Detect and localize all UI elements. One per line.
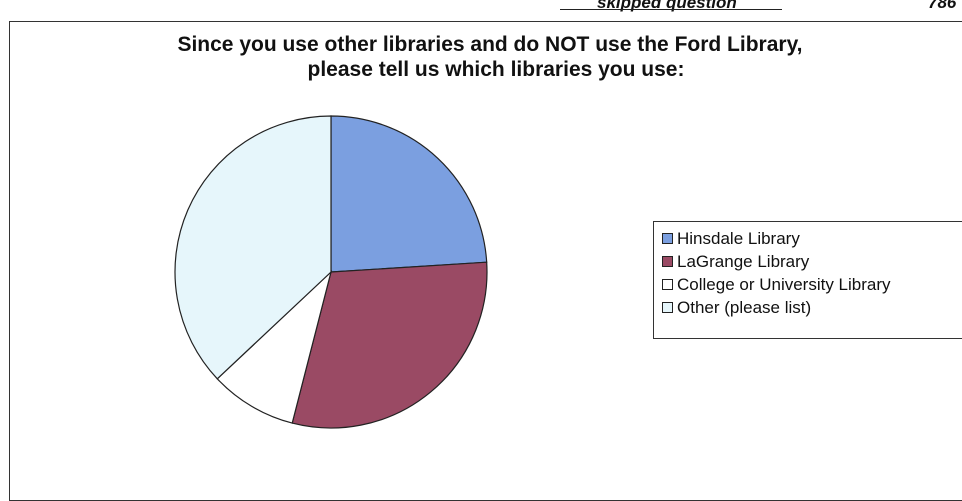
legend-item-college: College or University Library — [662, 273, 962, 296]
legend-item-lagrange: LaGrange Library — [662, 250, 962, 273]
legend-swatch-lagrange — [662, 256, 673, 267]
legend-swatch-hinsdale — [662, 233, 673, 244]
legend-label-other: Other (please list) — [677, 297, 812, 317]
chart-legend: Hinsdale Library LaGrange Library Colleg… — [653, 221, 962, 339]
legend-swatch-college — [662, 279, 673, 290]
pie-slice-other — [174, 115, 332, 380]
pie-slice-lagrange — [291, 261, 488, 429]
chart-title-line-1: Since you use other libraries and do NOT… — [177, 33, 803, 56]
legend-item-hinsdale: Hinsdale Library — [662, 227, 962, 250]
legend-swatch-other — [662, 302, 673, 313]
legend-label-hinsdale: Hinsdale Library — [677, 228, 800, 248]
legend-label-lagrange: LaGrange Library — [677, 251, 810, 271]
chart-title-line-2: please tell us which libraries you use: — [307, 58, 685, 81]
pie-chart — [174, 115, 488, 429]
legend-item-other: Other (please list) — [662, 296, 962, 319]
header-strip: skipped question 786 — [0, 0, 962, 14]
pie-slice-hinsdale — [330, 115, 488, 273]
legend-label-college: College or University Library — [677, 274, 891, 294]
skipped-question-count: 786 — [928, 0, 957, 12]
pie-slice-college — [216, 270, 333, 424]
chart-title: Since you use other libraries and do NOT… — [9, 32, 962, 82]
header-divider — [560, 9, 782, 10]
